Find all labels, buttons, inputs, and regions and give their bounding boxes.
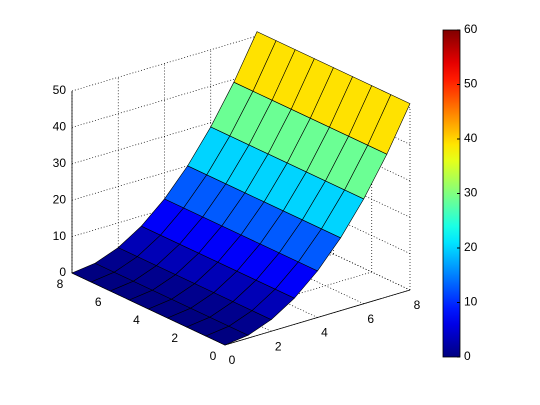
colorbar: 0 10 20 30 40 50 60 bbox=[442, 22, 478, 363]
y-tick-label: 2 bbox=[171, 331, 178, 345]
y-tick-label: 4 bbox=[133, 313, 140, 327]
z-tick-label: 50 bbox=[53, 83, 67, 97]
x-tick-label: 6 bbox=[367, 312, 374, 326]
y-tick-label: 0 bbox=[210, 349, 217, 363]
axis-line bbox=[224, 289, 411, 346]
colorbar-tick-label: 10 bbox=[464, 295, 478, 309]
z-tick-label: 30 bbox=[53, 156, 67, 170]
z-tick-label: 0 bbox=[59, 265, 66, 279]
x-tick-label: 2 bbox=[275, 339, 282, 353]
z-tick-label: 40 bbox=[53, 120, 67, 134]
colorbar-tick-label: 60 bbox=[464, 22, 478, 36]
x-tick-label: 8 bbox=[414, 298, 421, 312]
z-tick-label: 20 bbox=[53, 192, 67, 206]
surface bbox=[71, 31, 411, 346]
surface-facet bbox=[367, 94, 411, 155]
z-tick-label: 10 bbox=[53, 229, 67, 243]
colorbar-tick-label: 0 bbox=[464, 349, 471, 363]
y-tick-label: 6 bbox=[95, 295, 102, 309]
colorbar-tick-label: 30 bbox=[464, 186, 478, 200]
colorbar-tick-label: 40 bbox=[464, 131, 478, 145]
colorbar-tick-label: 50 bbox=[464, 77, 478, 91]
x-tick-label: 0 bbox=[229, 353, 236, 367]
y-tick-label: 8 bbox=[57, 277, 64, 291]
grid-line bbox=[71, 72, 258, 128]
colorbar-tick-label: 20 bbox=[464, 240, 478, 254]
grid-line bbox=[71, 35, 258, 92]
grid-line bbox=[71, 108, 258, 165]
x-tick-label: 4 bbox=[321, 326, 328, 340]
